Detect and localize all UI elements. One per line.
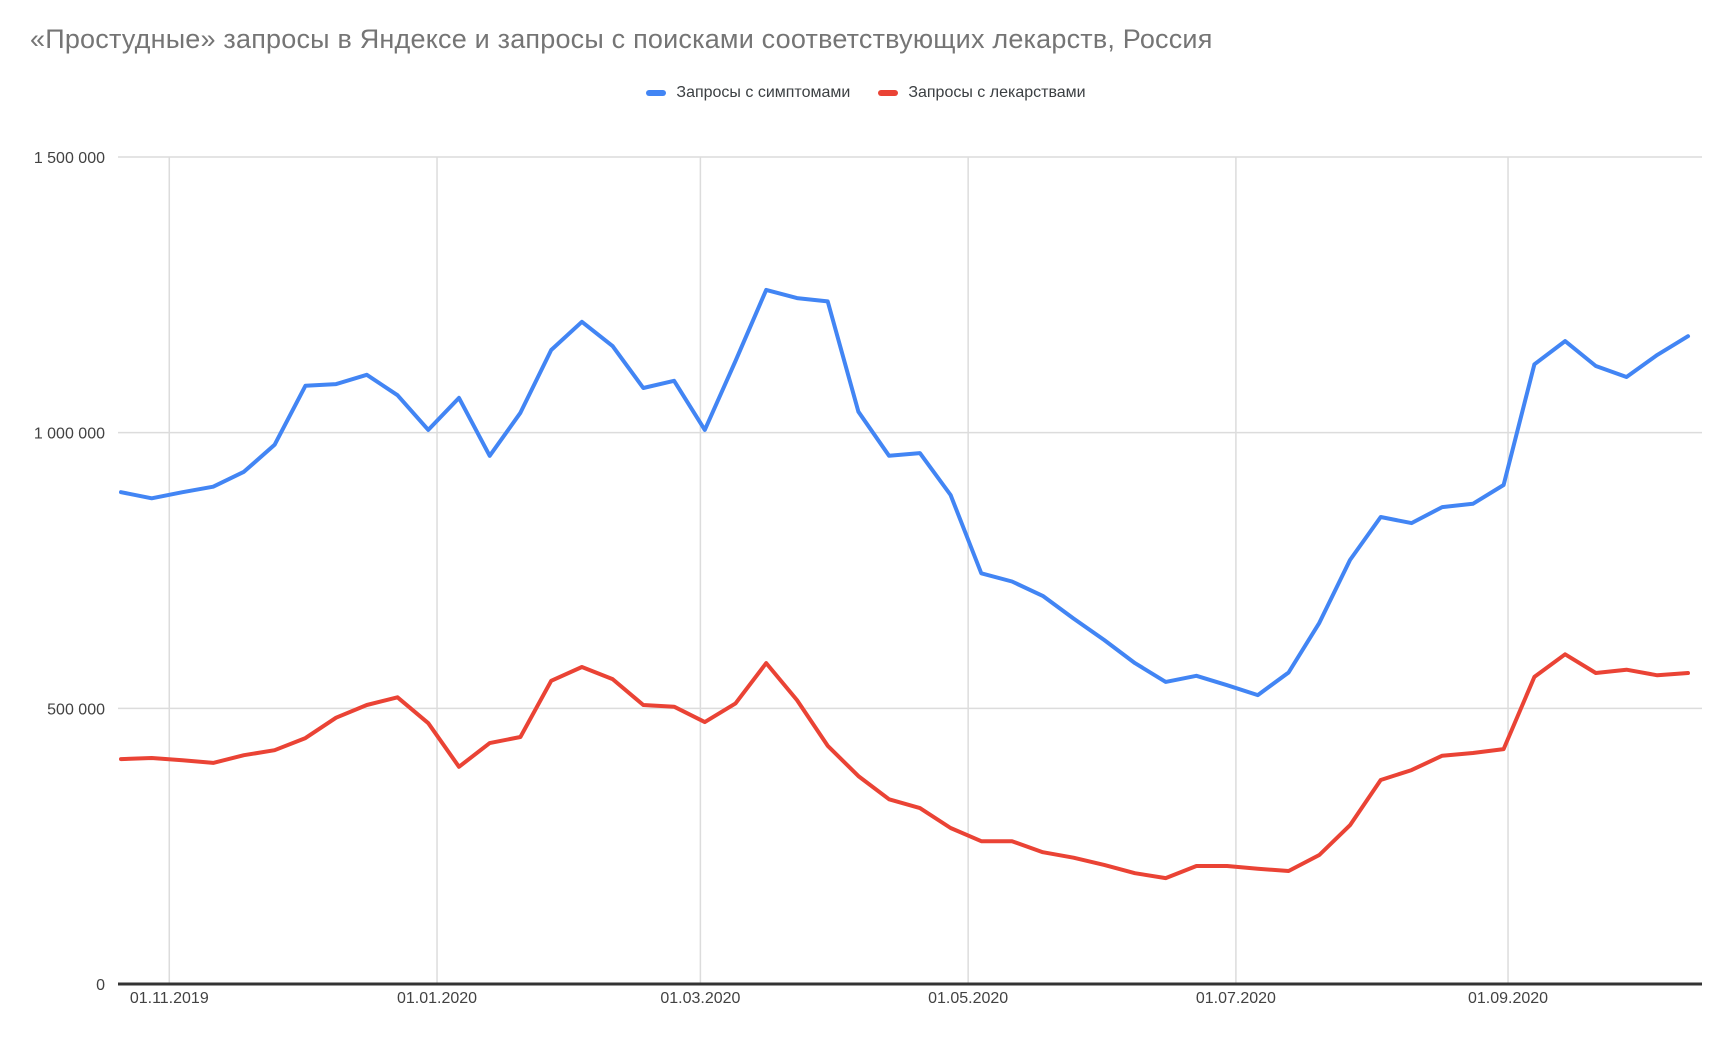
- legend-swatch-symptoms-icon: [646, 90, 667, 96]
- chart-legend: Запросы с симптомами Запросы с лекарства…: [0, 84, 1732, 102]
- legend-item-medicines[interactable]: Запросы с лекарствами: [878, 84, 1086, 102]
- x-axis-label: 01.07.2020: [1196, 990, 1276, 1007]
- x-axis-label: 01.01.2020: [397, 990, 477, 1007]
- legend-label-symptoms: Запросы с симптомами: [676, 84, 851, 101]
- legend-label-medicines: Запросы с лекарствами: [908, 84, 1086, 101]
- y-axis-label: 1 500 000: [34, 150, 105, 167]
- y-axis-label: 500 000: [47, 701, 105, 718]
- legend-item-symptoms[interactable]: Запросы с симптомами: [646, 84, 850, 102]
- x-axis-label: 01.05.2020: [928, 990, 1008, 1007]
- chart-title: «Простудные» запросы в Яндексе и запросы…: [30, 24, 1213, 54]
- x-axis-label: 01.11.2019: [130, 990, 209, 1007]
- legend-swatch-medicines-icon: [878, 90, 899, 96]
- y-axis-label: 1 000 000: [34, 426, 105, 443]
- x-axis-label: 01.03.2020: [660, 990, 740, 1007]
- series-symptoms-line[interactable]: [119, 287, 1690, 698]
- series-medicines-line[interactable]: [119, 652, 1690, 881]
- y-axis-label: 0: [96, 977, 105, 994]
- x-axis-label: 01.09.2020: [1468, 990, 1548, 1007]
